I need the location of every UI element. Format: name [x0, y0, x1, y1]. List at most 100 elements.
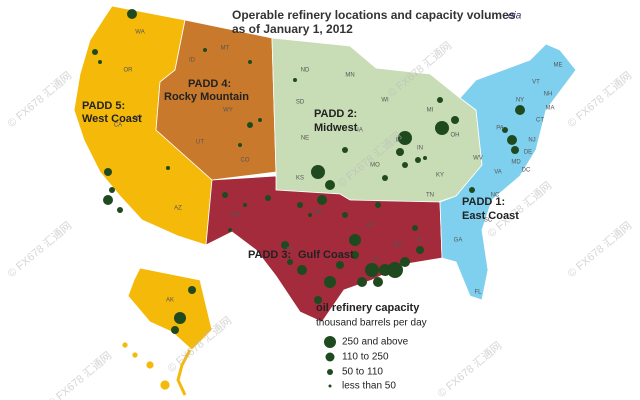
refinery-dot	[238, 143, 242, 147]
refinery-dot	[507, 135, 517, 145]
refinery-dot	[293, 78, 297, 82]
state-label: WV	[473, 156, 483, 162]
state-label: CT	[536, 118, 544, 124]
state-label: DC	[522, 168, 531, 174]
title-line2: as of January 1, 2012	[232, 22, 353, 36]
state-label: GA	[454, 238, 463, 244]
refinery-dot	[117, 207, 123, 213]
eia-logo: eia	[508, 11, 522, 22]
state-label: MD	[511, 160, 521, 166]
refinery-dots	[92, 9, 525, 334]
refinery-dot	[109, 187, 115, 193]
refinery-dot	[412, 225, 418, 231]
refinery-dot	[92, 49, 98, 55]
watermark: © FX678 汇通网	[565, 69, 634, 130]
state-label: VA	[494, 170, 502, 176]
refinery-dot	[308, 213, 312, 217]
state-label: WA	[135, 30, 144, 36]
refinery-dot	[435, 121, 449, 135]
legend-entry: 110 to 250	[342, 352, 389, 363]
state-label: OH	[451, 133, 460, 139]
refinery-dot	[387, 262, 403, 278]
refinery-dot	[351, 251, 359, 259]
state-label: KY	[436, 173, 444, 179]
watermark: © FX678 汇通网	[565, 219, 634, 280]
state-label: FL	[474, 290, 482, 296]
state-label: PA	[496, 126, 504, 132]
state-label: SD	[296, 100, 305, 106]
state-label: WI	[381, 98, 389, 104]
state-label: MT	[221, 46, 230, 52]
padd-label: PADD 5:	[82, 100, 125, 112]
title-line1: Operable refinery locations and capacity…	[232, 8, 516, 22]
alaska-chain	[176, 349, 192, 396]
legend: oil refinery capacity thousand barrels p…	[316, 302, 427, 392]
refinery-dot	[188, 286, 196, 294]
state-labels: WA OR CA NV AZ ID MT WY UT CO NM ND SD NE KS OK TX MN IA MO…	[114, 30, 563, 304]
legend-title: oil refinery capacity	[316, 302, 420, 314]
padd-label: PADD 4:	[188, 78, 231, 90]
state-label: IN	[417, 146, 423, 152]
refinery-dot	[103, 195, 113, 205]
refinery-dot	[469, 187, 475, 193]
state-label: NH	[544, 92, 553, 98]
state-label: NM	[230, 213, 239, 219]
legend-entry: 250 and above	[342, 337, 409, 348]
state-label: ME	[554, 63, 563, 69]
refinery-dot	[265, 195, 271, 201]
refinery-dot	[382, 175, 388, 181]
state-label: WY	[223, 108, 233, 114]
state-label: OR	[124, 68, 134, 74]
state-label: SC	[484, 218, 493, 224]
state-label: NC	[491, 193, 500, 199]
refinery-dot	[373, 277, 383, 287]
watermark: © FX678 汇通网	[5, 69, 74, 130]
state-label: VT	[532, 80, 540, 86]
refinery-dot	[400, 257, 410, 267]
refinery-dot	[342, 212, 348, 218]
state-label: UT	[196, 140, 204, 146]
watermark: © FX678 汇通网	[5, 219, 74, 280]
state-label: AR	[366, 223, 375, 229]
refinery-dot	[502, 127, 508, 133]
state-label: TN	[426, 193, 434, 199]
refinery-dot	[98, 60, 102, 64]
refinery-dot	[396, 148, 404, 156]
refinery-dot	[336, 261, 344, 269]
state-label: NJ	[528, 138, 535, 144]
refinery-dot	[243, 203, 247, 207]
refinery-dot	[365, 263, 379, 277]
legend-subtitle: thousand barrels per day	[316, 318, 427, 329]
refinery-dot	[451, 116, 459, 124]
state-label: KS	[296, 176, 304, 182]
state-label: MI	[427, 108, 434, 114]
refinery-dot	[228, 228, 232, 232]
state-label: ND	[301, 68, 310, 74]
refinery-dot	[325, 180, 335, 190]
state-label: AZ	[174, 206, 182, 212]
state-label: OK	[314, 210, 323, 216]
refinery-dot	[423, 156, 427, 160]
padd-label: PADD 3:	[248, 249, 291, 261]
state-label: CA	[114, 123, 122, 129]
padd-sublabel: Midwest	[314, 122, 358, 134]
state-label: LA	[371, 258, 378, 264]
refinery-dot	[222, 192, 228, 198]
state-label: MO	[370, 163, 380, 169]
refinery-dot	[258, 118, 262, 122]
state-label: CO	[241, 158, 250, 164]
legend-entry: 50 to 110	[342, 367, 383, 378]
state-label: ID	[189, 58, 196, 64]
state-label: AL	[416, 238, 424, 244]
hawaii	[121, 341, 171, 391]
refinery-dot	[314, 296, 322, 304]
state-label: TX	[286, 248, 294, 254]
refinery-dot	[203, 48, 207, 52]
refinery-dot	[171, 326, 179, 334]
legend-symbol	[328, 384, 332, 388]
state-label: MS	[394, 243, 403, 249]
refinery-dot	[375, 202, 381, 208]
padd-sublabel: Rocky Mountain	[164, 91, 249, 103]
state-label: MA	[546, 106, 555, 112]
